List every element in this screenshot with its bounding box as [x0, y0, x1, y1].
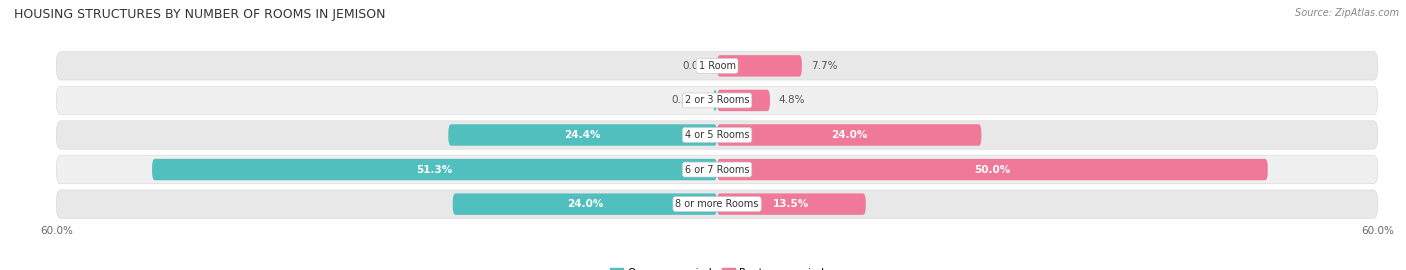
FancyBboxPatch shape — [717, 90, 770, 111]
Text: 50.0%: 50.0% — [974, 164, 1011, 175]
Text: 2 or 3 Rooms: 2 or 3 Rooms — [685, 95, 749, 106]
FancyBboxPatch shape — [152, 159, 717, 180]
FancyBboxPatch shape — [717, 124, 981, 146]
FancyBboxPatch shape — [449, 124, 717, 146]
FancyBboxPatch shape — [713, 90, 717, 111]
FancyBboxPatch shape — [56, 121, 1378, 149]
Text: 1 Room: 1 Room — [699, 61, 735, 71]
FancyBboxPatch shape — [56, 156, 1378, 184]
FancyBboxPatch shape — [717, 159, 1268, 180]
Text: 4 or 5 Rooms: 4 or 5 Rooms — [685, 130, 749, 140]
Text: 24.0%: 24.0% — [831, 130, 868, 140]
Legend: Owner-occupied, Renter-occupied: Owner-occupied, Renter-occupied — [606, 264, 828, 270]
Text: 24.0%: 24.0% — [567, 199, 603, 209]
FancyBboxPatch shape — [56, 86, 1378, 114]
Text: 51.3%: 51.3% — [416, 164, 453, 175]
Text: 8 or more Rooms: 8 or more Rooms — [675, 199, 759, 209]
FancyBboxPatch shape — [717, 193, 866, 215]
Text: 13.5%: 13.5% — [773, 199, 810, 209]
Text: 4.8%: 4.8% — [779, 95, 806, 106]
Text: Source: ZipAtlas.com: Source: ZipAtlas.com — [1295, 8, 1399, 18]
Text: 6 or 7 Rooms: 6 or 7 Rooms — [685, 164, 749, 175]
FancyBboxPatch shape — [56, 52, 1378, 80]
Text: 7.7%: 7.7% — [811, 61, 837, 71]
FancyBboxPatch shape — [717, 55, 801, 77]
FancyBboxPatch shape — [453, 193, 717, 215]
Text: 0.0%: 0.0% — [682, 61, 709, 71]
Text: HOUSING STRUCTURES BY NUMBER OF ROOMS IN JEMISON: HOUSING STRUCTURES BY NUMBER OF ROOMS IN… — [14, 8, 385, 21]
FancyBboxPatch shape — [56, 190, 1378, 218]
Text: 24.4%: 24.4% — [564, 130, 600, 140]
Text: 0.37%: 0.37% — [671, 95, 704, 106]
